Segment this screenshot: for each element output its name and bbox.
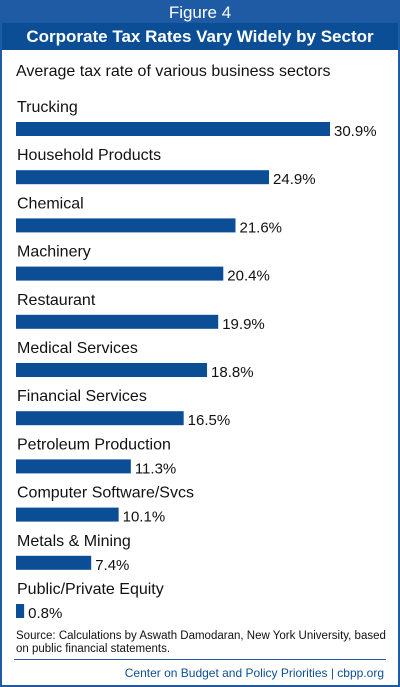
bar [16,170,270,185]
value-label: 30.9% [334,123,377,140]
footer-divider [14,659,386,660]
value-label: 18.8% [211,364,254,381]
category-label: Medical Services [17,340,138,357]
category-label: Financial Services [17,388,147,405]
value-label: 10.1% [123,509,166,526]
category-label: Metals & Mining [17,533,131,550]
bar [16,411,184,426]
source-note: Source: Calculations by Aswath Damodaran… [16,630,386,655]
value-label: 7.4% [95,557,129,574]
chart-subtitle: Average tax rate of various business sec… [16,63,331,80]
value-label: 19.9% [222,316,265,333]
category-label: Computer Software/Svcs [17,485,194,502]
category-label: Machinery [17,244,91,261]
bar [16,218,236,233]
value-label: 11.3% [135,460,176,477]
chart-title: Corporate Tax Rates Vary Widely by Secto… [2,23,398,50]
bar-chart: Trucking 30.9% Household Products 24.9% Chem… [16,99,377,622]
category-label: Trucking [17,99,78,116]
bar [16,363,208,377]
value-label: 21.6% [239,219,282,236]
value-label: 0.8% [28,605,62,622]
bar [16,122,330,136]
value-label: 20.4% [227,268,270,285]
credit-line: Center on Budget and Policy Priorities |… [124,666,384,680]
bar [16,555,92,570]
value-label: 16.5% [188,412,231,429]
bar [16,507,119,522]
bar [16,604,25,618]
bar [16,459,131,474]
value-label: 24.9% [273,171,316,188]
category-label: Chemical [17,195,84,212]
category-label: Restaurant [17,292,96,309]
bar [16,266,224,281]
bar [16,314,219,329]
figure-label: Figure 4 [2,2,398,23]
category-label: Household Products [17,147,161,164]
category-label: Petroleum Production [17,436,171,453]
category-label: Public/Private Equity [17,581,164,598]
